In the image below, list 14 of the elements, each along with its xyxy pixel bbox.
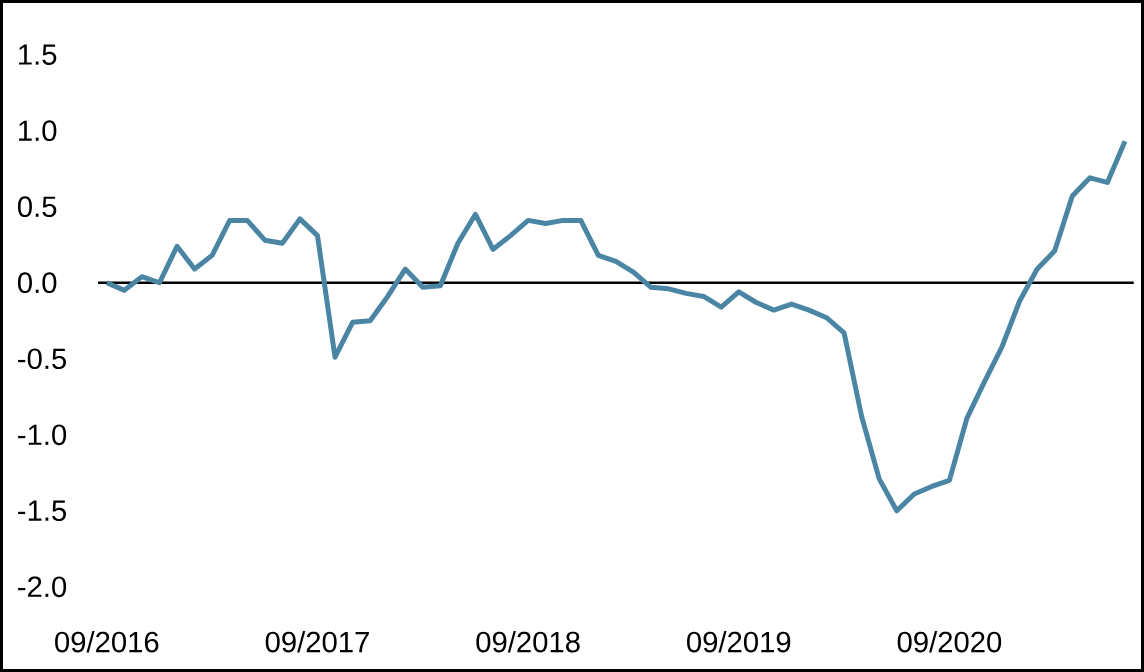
y-tick-label: 0.0 — [17, 272, 57, 294]
x-tick-label: 09/2016 — [55, 630, 159, 653]
y-tick-label: -2.0 — [18, 576, 67, 598]
y-tick-label: 1.5 — [19, 44, 57, 65]
y-tick-label: 0.5 — [17, 196, 57, 218]
line-series — [104, 138, 1128, 514]
y-tick-label: -1.5 — [18, 500, 67, 522]
y-tick-label: 1.0 — [19, 120, 57, 142]
x-tick-label: 09/2018 — [476, 630, 580, 653]
x-tick-label: 09/2020 — [897, 630, 1002, 653]
x-tick-label: 09/2017 — [265, 630, 369, 653]
y-tick-label: -0.5 — [18, 348, 67, 370]
x-tick-label: 09/2019 — [687, 630, 791, 653]
y-tick-label: -1.0 — [18, 424, 67, 446]
